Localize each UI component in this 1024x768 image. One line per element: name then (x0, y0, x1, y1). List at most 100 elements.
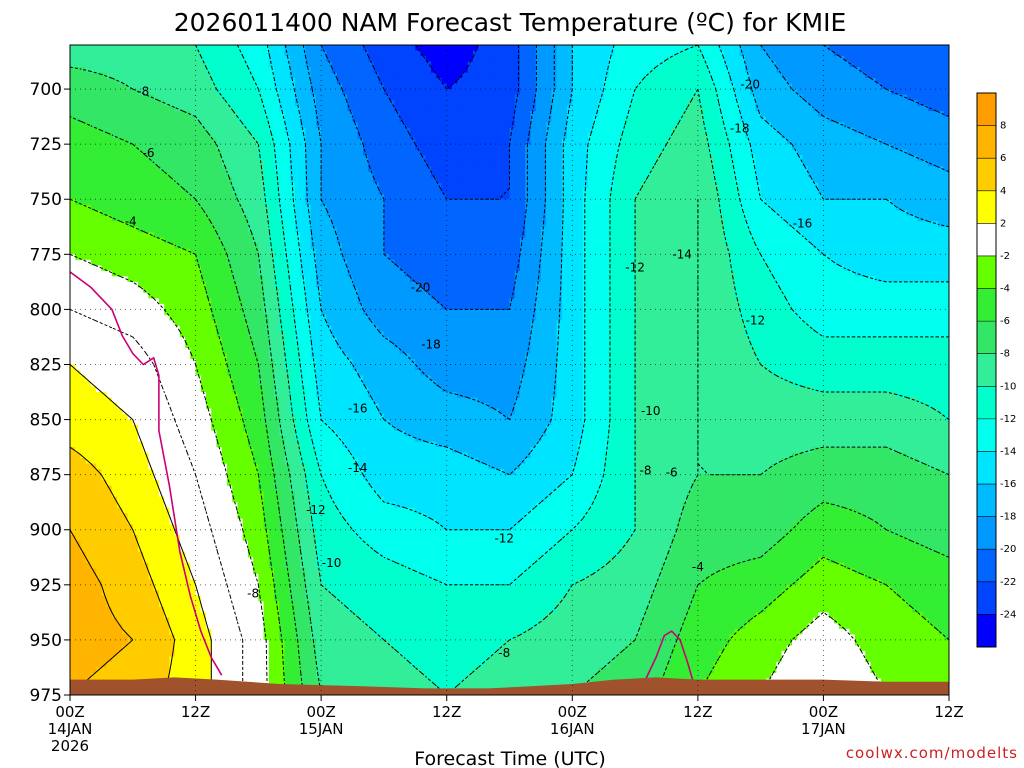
temperature-cell (216, 375, 223, 382)
temperature-cell (127, 529, 134, 536)
temperature-cell (164, 133, 171, 140)
temperature-cell (258, 408, 265, 415)
temperature-cell (143, 237, 150, 244)
temperature-cell (101, 83, 108, 90)
temperature-cell (237, 568, 244, 575)
temperature-cell (132, 237, 139, 244)
temperature-cell (169, 606, 176, 613)
temperature-cell (216, 193, 223, 200)
temperature-cell (85, 480, 92, 487)
temperature-cell (101, 551, 108, 558)
temperature-cell (85, 364, 92, 371)
temperature-cell (164, 584, 171, 591)
temperature-cell (117, 573, 123, 580)
temperature-cell (127, 188, 134, 195)
temperature-cell (221, 436, 228, 443)
temperature-cell (70, 601, 76, 608)
temperature-cell (148, 105, 155, 112)
temperature-cell (158, 215, 165, 222)
temperature-cell (253, 518, 259, 525)
temperature-cell (226, 270, 233, 277)
temperature-cell (90, 667, 97, 674)
temperature-cell (284, 628, 291, 636)
temperature-cell (274, 171, 280, 178)
temperature-cell (242, 94, 249, 101)
temperature-cell (138, 518, 144, 525)
temperature-cell (122, 392, 129, 399)
temperature-cell (258, 540, 265, 547)
temperature-cell (179, 188, 186, 195)
temperature-cell (211, 199, 218, 206)
temperature-cell (258, 595, 265, 602)
temperature-cell (132, 105, 139, 112)
temperature-cell (80, 551, 87, 558)
temperature-cell (206, 386, 212, 393)
temperature-cell (153, 281, 160, 288)
temperature-cell (200, 414, 207, 421)
temperature-cell (216, 568, 223, 575)
temperature-cell (138, 513, 144, 520)
temperature-cell (174, 370, 181, 377)
temperature-cell (158, 314, 165, 322)
temperature-cell (279, 474, 286, 481)
temperature-cell (90, 381, 97, 388)
temperature-cell (96, 226, 102, 233)
temperature-cell (226, 155, 233, 162)
temperature-cell (247, 116, 254, 123)
temperature-cell (247, 491, 254, 498)
temperature-cell (200, 298, 207, 305)
temperature-cell (164, 78, 171, 85)
temperature-cell (122, 502, 129, 509)
temperature-cell (190, 72, 197, 79)
temperature-cell (206, 226, 212, 233)
temperature-cell (237, 232, 244, 239)
temperature-cell (153, 215, 160, 222)
temperature-cell (274, 149, 280, 156)
temperature-cell (195, 177, 202, 184)
temperature-cell (138, 397, 144, 404)
temperature-cell (70, 67, 76, 74)
temperature-cell (279, 601, 286, 608)
temperature-cell (169, 568, 176, 575)
temperature-cell (190, 111, 197, 118)
temperature-cell (111, 474, 118, 481)
temperature-cell (169, 292, 176, 299)
temperature-cell (96, 667, 102, 674)
temperature-cell (111, 193, 118, 200)
temperature-cell (200, 419, 207, 426)
temperature-cell (90, 469, 97, 476)
temperature-cell (153, 72, 160, 79)
temperature-cell (138, 447, 144, 454)
temperature-cell (253, 650, 259, 658)
temperature-cell (96, 474, 102, 481)
temperature-cell (226, 358, 233, 366)
temperature-cell (216, 595, 223, 602)
temperature-cell (237, 645, 244, 652)
temperature-cell (195, 193, 202, 200)
temperature-cell (253, 612, 259, 619)
temperature-cell (211, 623, 218, 630)
temperature-cell (75, 590, 82, 597)
temperature-cell (206, 612, 212, 619)
temperature-cell (200, 672, 207, 680)
temperature-cell (143, 634, 150, 641)
temperature-cell (190, 623, 197, 630)
temperature-cell (148, 529, 155, 536)
temperature-cell (195, 436, 202, 443)
temperature-cell (127, 551, 134, 558)
temperature-cell (169, 221, 176, 228)
temperature-cell (200, 656, 207, 663)
temperature-cell (75, 45, 82, 52)
temperature-cell (158, 656, 165, 663)
temperature-cell (190, 320, 197, 327)
temperature-cell (200, 89, 207, 96)
temperature-cell (111, 276, 118, 283)
temperature-cell (148, 204, 155, 211)
temperature-cell (179, 595, 186, 602)
temperature-cell (242, 287, 249, 294)
temperature-cell (169, 50, 176, 57)
temperature-cell (185, 469, 191, 476)
temperature-cell (200, 623, 207, 630)
temperature-cell (85, 254, 92, 261)
temperature-cell (216, 628, 223, 636)
